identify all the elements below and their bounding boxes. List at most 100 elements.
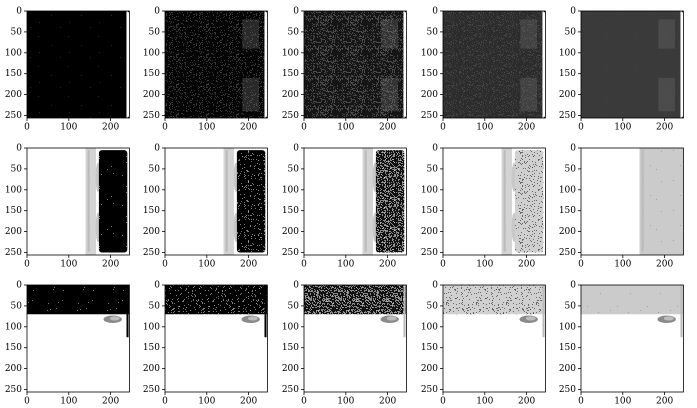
x-tick-label: 100 [337, 397, 354, 407]
y-tick-label: 0 [570, 144, 576, 154]
image [27, 148, 129, 255]
x-tick-label: 100 [198, 260, 215, 270]
y-tick-label: 200 [421, 90, 438, 100]
y-tick-label: 150 [559, 206, 576, 216]
y-tick-label: 50 [565, 164, 577, 174]
y-tick-label: 100 [421, 185, 438, 195]
image [304, 148, 406, 255]
x-tick-label: 100 [60, 397, 77, 407]
image-region [27, 11, 129, 118]
y-tick-label: 150 [421, 206, 438, 216]
x-tick-label: 100 [60, 123, 77, 133]
y-tick-label: 200 [282, 364, 299, 374]
x-tick-label: 200 [656, 123, 673, 133]
image [443, 285, 545, 392]
y-tick-label: 0 [154, 281, 160, 291]
y-tick-label: 100 [5, 185, 22, 195]
y-tick-label: 250 [143, 111, 160, 121]
y-tick-label: 200 [143, 227, 160, 237]
panel: 0100200050100150200250 [421, 7, 546, 133]
image-region [680, 11, 683, 118]
y-tick-label: 100 [5, 322, 22, 332]
y-tick-label: 250 [282, 385, 299, 395]
x-tick-label: 0 [24, 260, 30, 270]
x-tick-label: 100 [476, 397, 493, 407]
image-region [110, 316, 120, 320]
figure: 0 100 200 0 50 100 150 200 250 0 100 200 0 50 100 150 20… [0, 0, 697, 408]
y-tick-label: 150 [143, 206, 160, 216]
y-tick-label: 100 [282, 48, 299, 58]
image [27, 285, 129, 392]
x-tick-label: 0 [440, 123, 446, 133]
image-region [264, 285, 266, 337]
x-tick-label: 200 [656, 397, 673, 407]
y-tick-label: 50 [427, 27, 439, 37]
y-tick-label: 50 [427, 164, 439, 174]
image-region [664, 316, 674, 320]
y-tick-label: 200 [421, 364, 438, 374]
y-tick-label: 200 [5, 364, 22, 374]
y-tick-label: 200 [143, 364, 160, 374]
x-tick-label: 200 [379, 260, 396, 270]
y-tick-label: 200 [559, 90, 576, 100]
y-tick-label: 50 [11, 27, 23, 37]
image [27, 11, 129, 118]
y-tick-label: 150 [282, 343, 299, 353]
image-region [542, 11, 545, 118]
y-tick-label: 200 [5, 227, 22, 237]
image-region [403, 285, 405, 337]
image [165, 285, 267, 392]
x-tick-label: 200 [518, 397, 535, 407]
y-tick-label: 200 [559, 227, 576, 237]
y-tick-label: 200 [5, 90, 22, 100]
y-tick-label: 250 [143, 248, 160, 258]
x-tick-label: 200 [518, 123, 535, 133]
y-tick-label: 200 [143, 90, 160, 100]
y-tick-label: 0 [293, 144, 299, 154]
panel: 0100200050100150200250 [282, 281, 407, 407]
y-tick-label: 150 [282, 206, 299, 216]
x-tick-label: 200 [102, 260, 119, 270]
panel: 0100200050100150200250 [5, 144, 130, 270]
y-tick-label: 150 [559, 69, 576, 79]
y-tick-label: 0 [570, 7, 576, 17]
x-tick-label: 100 [614, 260, 631, 270]
panel: 0100200050100150200250 [282, 7, 407, 133]
image [581, 11, 683, 118]
y-tick-label: 0 [16, 144, 22, 154]
y-tick-label: 250 [282, 111, 299, 121]
y-tick-label: 150 [5, 206, 22, 216]
image-region [88, 150, 90, 252]
y-tick-label: 100 [5, 48, 22, 58]
image-region [443, 285, 545, 314]
image-region [520, 78, 537, 111]
y-tick-label: 150 [5, 69, 22, 79]
y-tick-label: 100 [143, 48, 160, 58]
x-tick-label: 100 [337, 260, 354, 270]
image-region [237, 150, 265, 252]
x-tick-label: 200 [656, 260, 673, 270]
y-tick-label: 100 [421, 322, 438, 332]
image-region [640, 148, 684, 255]
y-tick-label: 0 [570, 281, 576, 291]
y-tick-label: 0 [293, 7, 299, 17]
y-tick-label: 50 [288, 27, 300, 37]
y-tick-label: 200 [282, 90, 299, 100]
y-tick-label: 0 [432, 281, 438, 291]
y-tick-label: 150 [421, 343, 438, 353]
y-tick-label: 0 [293, 281, 299, 291]
image [443, 11, 545, 118]
y-tick-label: 250 [421, 248, 438, 258]
image [581, 285, 683, 392]
x-tick-label: 100 [614, 123, 631, 133]
x-tick-label: 0 [578, 123, 584, 133]
image-region [381, 78, 398, 111]
x-tick-label: 200 [102, 397, 119, 407]
x-tick-label: 0 [440, 397, 446, 407]
y-tick-label: 200 [282, 227, 299, 237]
y-tick-label: 50 [427, 301, 439, 311]
y-tick-label: 50 [11, 301, 23, 311]
